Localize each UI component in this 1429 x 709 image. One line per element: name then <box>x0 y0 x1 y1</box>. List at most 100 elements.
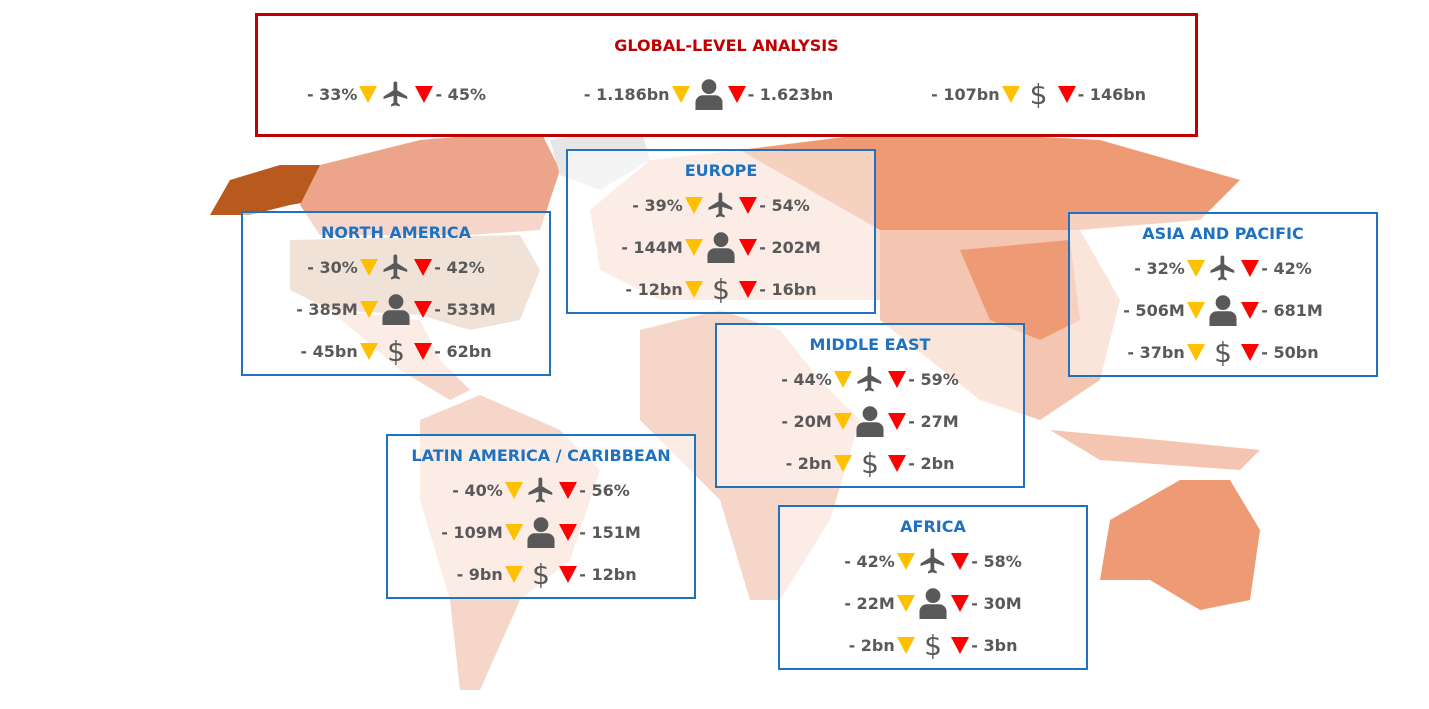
low-marker-icon <box>896 594 915 612</box>
revenue-low: - 2bn <box>785 453 832 473</box>
high-marker-icon <box>1241 343 1260 361</box>
flights-high: - 58% <box>971 551 1022 571</box>
revenue-row: - 45bn $ - 62bn <box>243 334 549 368</box>
flights-high: - 59% <box>908 369 959 389</box>
low-marker-icon <box>1001 85 1020 103</box>
low-marker-icon <box>896 552 915 570</box>
high-marker-icon <box>1057 85 1076 103</box>
low-marker-icon <box>684 196 703 214</box>
revenue-high: - 16bn <box>759 279 817 299</box>
region-title: EUROPE <box>684 161 758 180</box>
region-panel-asia-pacific: ASIA AND PACIFIC - 32% - 42% - 506M - 68… <box>1068 212 1378 377</box>
flights-row: - 30% - 42% <box>243 251 549 283</box>
high-marker-icon <box>415 85 434 103</box>
flights-low: - 44% <box>781 369 832 389</box>
low-marker-icon <box>504 523 523 541</box>
region-panel-latin-america-caribbean: LATIN AMERICA / CARIBBEAN - 40% - 56% - … <box>386 434 696 599</box>
passengers-row: - 22M - 30M <box>780 587 1086 619</box>
flights-low: - 33% <box>306 84 358 104</box>
person-icon <box>692 78 726 110</box>
high-marker-icon <box>1241 259 1260 277</box>
high-marker-icon <box>951 552 970 570</box>
passengers-low: - 144M <box>621 237 683 257</box>
airplane-icon <box>1207 252 1240 284</box>
revenue-low: - 107bn <box>931 84 1000 104</box>
passengers-high: - 533M <box>434 299 496 319</box>
passengers-high: - 202M <box>759 237 821 257</box>
passengers-high: - 30M <box>971 593 1022 613</box>
passengers-row: - 109M - 151M <box>388 516 694 548</box>
high-marker-icon <box>1241 301 1260 319</box>
low-marker-icon <box>1186 259 1205 277</box>
flights-high: - 54% <box>759 195 810 215</box>
low-marker-icon <box>684 238 703 256</box>
dollar-icon: $ <box>387 334 405 368</box>
dollar-icon: $ <box>1029 77 1048 111</box>
high-marker-icon <box>559 481 578 499</box>
passengers-low: - 385M <box>296 299 358 319</box>
region-title: ASIA AND PACIFIC <box>1142 224 1304 243</box>
passengers-low: - 109M <box>441 522 503 542</box>
airplane-icon <box>379 78 413 110</box>
low-marker-icon <box>1186 301 1205 319</box>
revenue-row: - 12bn $ - 16bn <box>568 273 874 306</box>
person-icon <box>380 293 413 325</box>
high-marker-icon <box>414 300 433 318</box>
flights-low: - 39% <box>632 195 683 215</box>
low-marker-icon <box>833 370 852 388</box>
low-marker-icon <box>359 258 378 276</box>
flights-row: - 39% - 54% <box>568 189 874 221</box>
flights-high: - 42% <box>1261 258 1312 278</box>
passengers-row: - 144M - 202M <box>568 231 874 263</box>
high-marker-icon <box>559 565 578 583</box>
passengers-high: - 151M <box>579 522 641 542</box>
indonesia <box>1050 430 1260 470</box>
region-title: LATIN AMERICA / CARIBBEAN <box>411 446 671 465</box>
high-marker-icon <box>727 85 746 103</box>
airplane-icon <box>917 545 950 577</box>
region-panel-europe: EUROPE - 39% - 54% - 144M - 202M - 12bn … <box>566 149 876 314</box>
flights-row: - 40% - 56% <box>388 474 694 506</box>
low-marker-icon <box>671 85 690 103</box>
low-marker-icon <box>833 454 852 472</box>
low-marker-icon <box>833 412 852 430</box>
region-title: AFRICA <box>900 517 966 536</box>
revenue-row: - 2bn $ - 3bn <box>780 629 1086 662</box>
global-revenue-row: - 107bn $ - 146bn <box>931 77 1146 111</box>
australia <box>1100 480 1260 610</box>
passengers-row: - 385M - 533M <box>243 293 549 325</box>
high-marker-icon <box>888 454 907 472</box>
revenue-high: - 2bn <box>908 453 955 473</box>
low-marker-icon <box>504 565 523 583</box>
region-title: MIDDLE EAST <box>809 335 931 354</box>
passengers-low: - 1.186bn <box>583 84 670 104</box>
revenue-low: - 12bn <box>625 279 683 299</box>
flights-low: - 32% <box>1134 258 1185 278</box>
revenue-row: - 2bn $ - 2bn <box>717 447 1023 480</box>
flights-low: - 42% <box>844 551 895 571</box>
revenue-high: - 50bn <box>1261 342 1319 362</box>
revenue-row: - 9bn $ - 12bn <box>388 557 694 591</box>
high-marker-icon <box>739 196 758 214</box>
passengers-high: - 681M <box>1261 300 1323 320</box>
low-marker-icon <box>684 280 703 298</box>
flights-low: - 30% <box>307 257 358 277</box>
person-icon <box>525 516 558 548</box>
person-icon <box>705 231 738 263</box>
passengers-row: - 20M - 27M <box>717 405 1023 437</box>
passengers-row: - 506M - 681M <box>1070 294 1376 326</box>
high-marker-icon <box>414 342 433 360</box>
revenue-low: - 45bn <box>300 341 358 361</box>
region-panel-africa: AFRICA - 42% - 58% - 22M - 30M - 2bn $ -… <box>778 505 1088 670</box>
revenue-low: - 9bn <box>456 564 503 584</box>
revenue-high: - 12bn <box>579 564 637 584</box>
passengers-low: - 506M <box>1123 300 1185 320</box>
low-marker-icon <box>359 342 378 360</box>
high-marker-icon <box>951 636 970 654</box>
airplane-icon <box>854 363 887 395</box>
dollar-icon: $ <box>532 557 550 591</box>
alaska <box>210 165 330 215</box>
dollar-icon: $ <box>1214 335 1232 369</box>
global-title: GLOBAL-LEVEL ANALYSIS <box>614 36 839 55</box>
high-marker-icon <box>739 280 758 298</box>
